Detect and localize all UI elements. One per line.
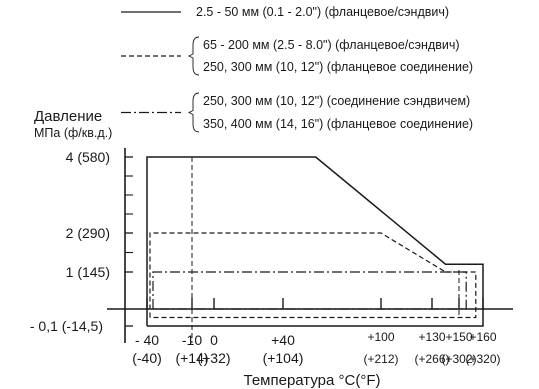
x-tick-label-f: (+266) — [414, 352, 449, 366]
legend-brace — [187, 36, 200, 76]
x-tick-label-c: +130 — [418, 330, 445, 344]
legend-label: 65 - 200 мм (2.5 - 8.0") (фланцевое/сэнд… — [203, 38, 460, 52]
y-tick-label: 2 (290) — [66, 225, 110, 241]
x-tick-label-f: (+320) — [465, 352, 500, 366]
x-tick-label-f: (+212) — [363, 352, 398, 366]
legend: 2.5 - 50 мм (0.1 - 2.0") (фланцевое/сэнд… — [121, 5, 473, 133]
x-tick-label-c: -10 — [182, 332, 202, 348]
y-tick-label: - 0,1 (-14,5) — [30, 318, 103, 334]
axes — [107, 148, 513, 343]
y-axis-title: Давление — [34, 108, 102, 125]
legend-label: 250, 300 мм (10, 12") (фланцевое соедине… — [203, 60, 473, 74]
series — [146, 156, 484, 343]
x-tick-label-f: (-40) — [132, 350, 162, 366]
series-line-solid — [146, 156, 484, 327]
x-tick-label-c: +150 — [445, 330, 472, 344]
x-tick-label-f: (+32) — [197, 350, 230, 366]
y-tick-label: 1 (145) — [66, 264, 110, 280]
series-line-dashed — [149, 232, 477, 319]
y-axis-unit: МПа (ф/кв.д.) — [34, 126, 112, 140]
x-tick-label-c: - 40 — [135, 332, 159, 348]
x-axis-title: Температура °C(°F) — [244, 372, 381, 389]
legend-label: 2.5 - 50 мм (0.1 - 2.0") (фланцевое/сэнд… — [196, 5, 449, 19]
x-tick-labels: - 40 (-40) -10 (+14)0 (+32) +40 (+104) +100 (+21… — [132, 330, 500, 366]
legend-label: 350, 400 мм (14, 16") (фланцевое соедине… — [203, 117, 473, 131]
x-tick-label-c: +100 — [367, 330, 394, 344]
x-tick-label-c: +40 — [271, 332, 295, 348]
x-tick-label-f: (+302) — [441, 352, 476, 366]
legend-brace — [187, 92, 200, 133]
y-tick-labels: 4 (580) 2 (290) 1 (145) - 0,1 (-14,5) — [30, 149, 110, 334]
x-tick-label-f: (+14) — [175, 350, 208, 366]
x-tick-label-f: (+104) — [263, 350, 304, 366]
x-tick-label-c: 0 — [210, 332, 218, 348]
series-line-dashdot — [152, 271, 467, 310]
y-tick-label: 4 (580) — [66, 149, 110, 165]
legend-label: 250, 300 мм (10, 12") (соединение сэндви… — [203, 94, 470, 108]
x-tick-label-c: +160 — [469, 330, 496, 344]
